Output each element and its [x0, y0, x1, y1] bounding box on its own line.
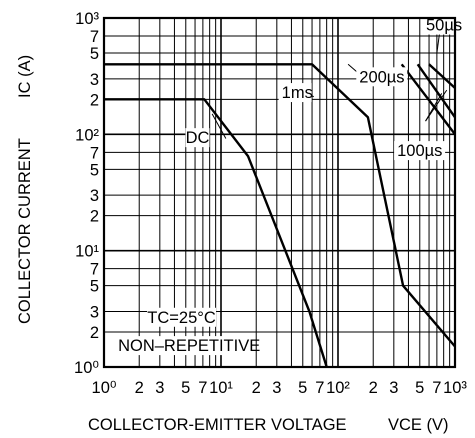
- curve-dc: [104, 98, 328, 368]
- y-tick-label: 10³: [75, 10, 99, 28]
- x-tick-label: 7: [432, 379, 441, 397]
- curve-200s: [400, 63, 456, 136]
- hundred-us-label: 100µs: [397, 142, 442, 160]
- curve-50s: [428, 63, 456, 89]
- x-tick-label: 7: [315, 379, 324, 397]
- y-tick-label: 2: [90, 91, 99, 109]
- y-tick-label: 5: [90, 45, 99, 63]
- one-ms-label-bg: [278, 83, 312, 103]
- y-tick-label: 2: [90, 208, 99, 226]
- curves: [104, 63, 456, 368]
- y-tick-label: 3: [90, 187, 99, 205]
- hundred-us-leader-2: [425, 89, 448, 122]
- y-tick-label: 7: [90, 144, 99, 162]
- y-axis-title: COLLECTOR CURRENT: [16, 138, 34, 324]
- y-tick-label: 5: [90, 278, 99, 296]
- condition-temperature: TC=25°C: [147, 309, 216, 327]
- tick-labels: 10⁰ 2 3 5 7 10¹ 2 3 5 7 10² 2 3 5 7 10³10⁰235710¹235710…: [74, 10, 467, 397]
- dc-label: DC: [186, 129, 210, 147]
- x-tick-label: 10²: [326, 379, 350, 397]
- x-tick-label: 10¹: [209, 379, 233, 397]
- y-tick-label: 3: [90, 303, 99, 321]
- x-tick-label: 5: [181, 379, 190, 397]
- grid: [103, 18, 455, 368]
- y-axis-symbol: IC (A): [16, 55, 34, 98]
- condition-temperature-bg: [147, 307, 217, 327]
- plot-frame: [102, 16, 457, 369]
- y-tick-label: 5: [90, 161, 99, 179]
- y-tick-label: 3: [90, 71, 99, 89]
- x-tick-label: 10³: [443, 379, 467, 397]
- y-tick-label: 10⁰: [74, 359, 99, 377]
- dc-label-bg: [185, 128, 210, 148]
- dc-leader: [211, 113, 227, 139]
- one-ms-label: 1ms: [282, 84, 313, 102]
- annotations: DC 1ms 200µs 100µs 50µs TC=25°C NON–REPETITIVE: [115, 15, 465, 356]
- condition-non-repetitive: NON–REPETITIVE: [118, 337, 260, 355]
- x-tick-label: 2: [369, 379, 378, 397]
- x-tick-label: 5: [415, 379, 424, 397]
- curve-100s: [416, 63, 456, 118]
- x-tick-label: 2: [135, 379, 144, 397]
- curve-1ms: [104, 63, 456, 348]
- y-tick-label: 7: [90, 28, 99, 46]
- y-tick-label: 2: [90, 324, 99, 342]
- hundred-us-label-bg: [394, 141, 446, 161]
- two-hundred-us-label-bg: [356, 67, 408, 87]
- x-tick-label: 5: [298, 379, 307, 397]
- fifty-us-label: 50µs: [426, 17, 462, 35]
- x-tick-label: 3: [155, 379, 164, 397]
- y-tick-label: 7: [90, 261, 99, 279]
- y-tick-label: 10¹: [75, 243, 99, 261]
- x-tick-label: 3: [389, 379, 398, 397]
- x-tick-label: 3: [272, 379, 281, 397]
- x-tick-label: 7: [198, 379, 207, 397]
- x-axis-symbol: VCE (V): [388, 416, 449, 434]
- x-axis-title: COLLECTOR-EMITTER VOLTAGE: [88, 416, 347, 434]
- two-hundred-us-label: 200µs: [359, 68, 404, 86]
- x-tick-label: 10⁰: [92, 379, 117, 397]
- x-tick-label: 2: [252, 379, 261, 397]
- y-tick-label: 10²: [75, 126, 99, 144]
- condition-non-repetitive-bg: [115, 336, 248, 356]
